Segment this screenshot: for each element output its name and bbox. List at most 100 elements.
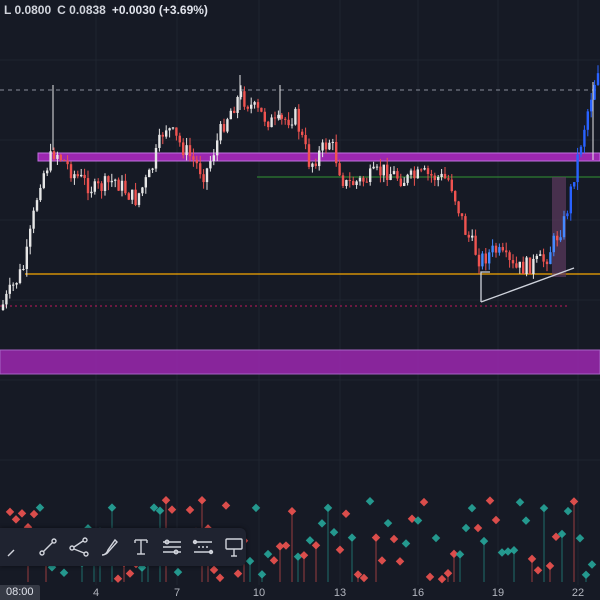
candle-body bbox=[471, 235, 474, 238]
oscillator-marker bbox=[479, 536, 489, 546]
candle-body bbox=[508, 252, 511, 261]
candle-body bbox=[49, 151, 52, 171]
oscillator-marker bbox=[167, 505, 177, 514]
candle-body bbox=[552, 235, 555, 253]
crosshair-time-label: 08:00 bbox=[0, 585, 40, 600]
oscillator-marker bbox=[581, 570, 591, 580]
oscillator-marker bbox=[233, 569, 243, 578]
oscillator-marker bbox=[251, 503, 261, 513]
candle-body bbox=[294, 108, 297, 125]
candle-body bbox=[301, 131, 304, 135]
trend-line-tool-icon[interactable] bbox=[4, 533, 29, 561]
oscillator-marker bbox=[545, 561, 555, 571]
oscillator-marker bbox=[245, 556, 255, 566]
candle-body bbox=[8, 284, 11, 294]
oscillator-marker bbox=[371, 533, 381, 542]
horizontal-lines-tool-icon[interactable] bbox=[159, 533, 184, 561]
candle-body bbox=[409, 170, 413, 175]
candle-body bbox=[392, 171, 396, 175]
oscillator-marker bbox=[563, 506, 573, 516]
oscillator-marker bbox=[335, 545, 345, 555]
candle-body bbox=[56, 154, 59, 159]
candle-body bbox=[369, 168, 372, 182]
oscillator-marker bbox=[551, 532, 561, 541]
candle-body bbox=[66, 160, 69, 165]
candle-body bbox=[192, 156, 195, 160]
candle-body bbox=[447, 178, 450, 180]
candle-body bbox=[154, 147, 158, 169]
candle-body bbox=[375, 166, 379, 168]
candle-body bbox=[1, 304, 5, 310]
candle-body bbox=[42, 173, 45, 188]
candle-body bbox=[467, 234, 470, 238]
candle-body bbox=[171, 127, 175, 129]
candle-body bbox=[416, 169, 419, 179]
candle-body bbox=[515, 263, 518, 268]
candle-body bbox=[314, 163, 317, 167]
oscillator-marker bbox=[431, 533, 441, 543]
candle-body bbox=[273, 117, 277, 119]
candle-body bbox=[556, 235, 559, 241]
path-tool-icon[interactable] bbox=[66, 533, 91, 561]
oscillator-marker bbox=[215, 573, 225, 583]
candle-body bbox=[46, 170, 49, 174]
oscillator-marker bbox=[275, 542, 285, 551]
oscillator-marker bbox=[221, 501, 231, 510]
oscillator-marker bbox=[443, 569, 453, 578]
candle-body bbox=[250, 104, 253, 109]
candle-body bbox=[457, 201, 460, 214]
oscillator-marker bbox=[185, 505, 195, 515]
oscillator-marker bbox=[509, 546, 519, 555]
candle-body bbox=[59, 154, 62, 161]
candle-body bbox=[413, 170, 416, 179]
oscillator-marker bbox=[341, 509, 351, 519]
candle-body bbox=[352, 181, 355, 186]
candle-body bbox=[437, 177, 440, 181]
candle-body bbox=[270, 117, 273, 128]
flag-marker-tool-icon[interactable] bbox=[221, 533, 246, 561]
candle-body bbox=[141, 187, 144, 194]
brush-tool-icon[interactable] bbox=[97, 533, 122, 561]
candle-body bbox=[399, 178, 402, 186]
candle-body bbox=[505, 250, 508, 253]
candle-body bbox=[39, 187, 42, 201]
candle-body bbox=[199, 163, 202, 175]
candle-body bbox=[35, 200, 39, 211]
candle-body bbox=[539, 254, 542, 256]
oscillator-marker bbox=[263, 549, 273, 559]
candle-body bbox=[450, 179, 453, 192]
candle-body bbox=[131, 189, 134, 200]
oscillator-marker bbox=[113, 574, 123, 583]
candle-body bbox=[355, 181, 358, 186]
candle-body bbox=[73, 174, 76, 179]
candle-body bbox=[175, 127, 178, 136]
candle-body bbox=[12, 284, 15, 286]
trendline-drawing bbox=[480, 267, 575, 303]
ray-tool-icon[interactable] bbox=[35, 533, 60, 561]
candle-body bbox=[488, 252, 491, 264]
oscillator-marker bbox=[107, 503, 117, 512]
candle-body bbox=[120, 180, 124, 191]
candle-body bbox=[528, 257, 532, 274]
time-axis[interactable]: 4 7 10 13 16 19 22 bbox=[0, 586, 600, 600]
candle-body bbox=[284, 118, 287, 120]
candle-body bbox=[165, 130, 168, 137]
candle-body bbox=[454, 191, 457, 202]
candle-body bbox=[209, 161, 212, 169]
text-cursor-tool-icon[interactable] bbox=[128, 533, 153, 561]
oscillator-marker bbox=[287, 506, 297, 516]
oscillator-marker bbox=[257, 570, 267, 579]
change-value: +0.0030 (+3.69%) bbox=[111, 3, 208, 17]
candle-body bbox=[222, 124, 226, 132]
candle-body bbox=[168, 128, 171, 131]
candle-body bbox=[559, 237, 562, 241]
candle-body bbox=[579, 146, 583, 155]
parallel-channel-tool-icon[interactable] bbox=[190, 533, 215, 561]
oscillator-marker bbox=[35, 503, 45, 512]
candle-body bbox=[593, 84, 596, 100]
candle-body bbox=[522, 261, 525, 274]
candle-body bbox=[124, 180, 127, 194]
oscillator-marker bbox=[527, 554, 537, 564]
oscillator-marker bbox=[323, 503, 333, 513]
